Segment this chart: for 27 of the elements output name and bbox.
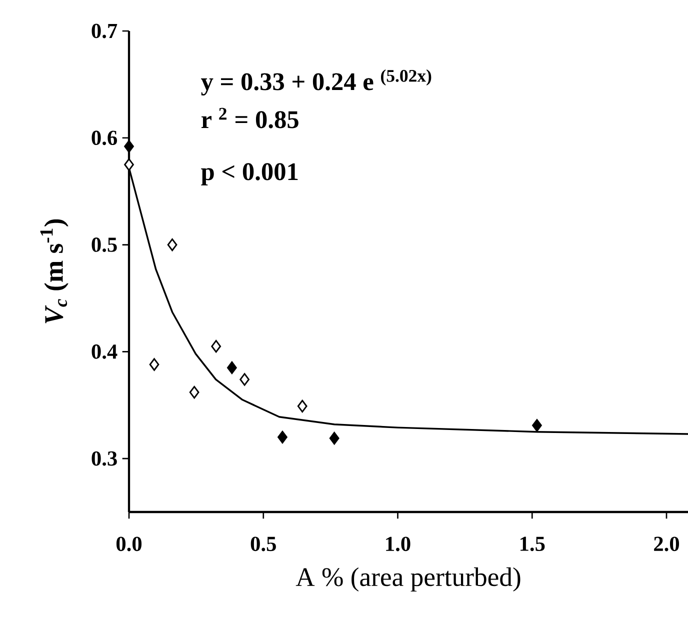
- y-tick-label: 0.6: [92, 130, 117, 146]
- annotation: p < 0.001: [201, 163, 298, 186]
- x-tick-label: 1.5: [520, 536, 545, 552]
- point: [167, 238, 178, 252]
- point: [124, 158, 134, 171]
- point: [149, 358, 160, 371]
- x-tick-label: 0.0: [116, 536, 142, 552]
- point: [329, 432, 340, 445]
- annotation: r $^{2}$ = 0.85: [201, 108, 298, 128]
- y-tick-label: 0.3: [92, 451, 117, 466]
- point: [189, 386, 200, 399]
- y-tick-label: 0.7: [92, 24, 118, 38]
- y-tick-label: 0.5: [92, 238, 117, 252]
- x-tick-label: 2.0: [654, 536, 680, 552]
- point: [532, 419, 542, 432]
- y-tick-label: 0.4: [92, 344, 118, 359]
- point: [278, 430, 288, 444]
- x-tick-label: 1.0: [386, 536, 410, 552]
- text: V$_{c}$ (m s$^{-1}$): [40, 219, 68, 324]
- x-axis-title: A % (area perturbed): [296, 567, 520, 592]
- x-tick-label: 0.5: [250, 536, 276, 552]
- annotation: y = 0.33 + 0.24 e $^{(5.02x)}$: [201, 69, 432, 96]
- point: [297, 400, 308, 413]
- point: [240, 373, 250, 386]
- point: [227, 361, 237, 374]
- point: [124, 140, 134, 153]
- point: [211, 340, 222, 353]
